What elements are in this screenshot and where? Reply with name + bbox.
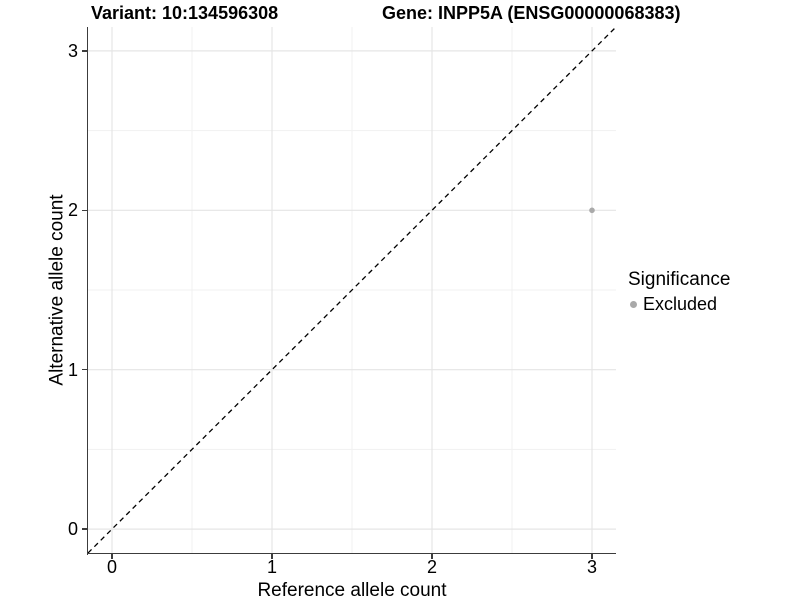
identity-reference-line bbox=[87, 26, 617, 554]
x-axis-line bbox=[86, 552, 617, 555]
legend-item: Excluded bbox=[628, 294, 730, 315]
y-tick-mark bbox=[82, 50, 87, 52]
y-tick-label: 3 bbox=[67, 40, 78, 61]
y-tick-label: 2 bbox=[67, 200, 78, 221]
plot-title-variant: Variant: 10:134596308 bbox=[91, 3, 279, 23]
plot-area-svg bbox=[87, 26, 617, 554]
x-tick-mark bbox=[591, 554, 593, 560]
data-point bbox=[589, 207, 595, 214]
legend: Significance Excluded bbox=[628, 269, 730, 315]
y-tick-label: 0 bbox=[67, 519, 78, 540]
x-tick-mark bbox=[271, 554, 273, 560]
plot-title-gene: Gene: INPP5A (ENSG00000068383) bbox=[382, 3, 681, 23]
x-tick-label: 1 bbox=[266, 557, 277, 577]
plot-panel bbox=[87, 26, 617, 554]
y-axis-title: Alternative allele count bbox=[47, 27, 69, 553]
y-tick-mark bbox=[82, 528, 87, 530]
y-tick-label: 1 bbox=[67, 359, 78, 380]
x-tick-label: 3 bbox=[586, 557, 597, 577]
y-tick-mark bbox=[82, 209, 87, 212]
x-tick-mark bbox=[431, 554, 433, 560]
legend-item-label: Excluded bbox=[643, 294, 718, 314]
legend-items: Excluded bbox=[628, 294, 730, 315]
x-axis-title: Reference allele count bbox=[257, 580, 447, 600]
legend-point-icon bbox=[630, 301, 637, 308]
x-tick-label: 2 bbox=[426, 557, 437, 577]
x-tick-label: 0 bbox=[106, 557, 117, 577]
y-axis-title-text: Alternative allele count bbox=[47, 194, 69, 386]
y-axis-line bbox=[86, 27, 89, 555]
legend-title: Significance bbox=[628, 269, 731, 290]
x-tick-mark bbox=[111, 554, 113, 560]
y-tick-mark bbox=[82, 368, 87, 371]
